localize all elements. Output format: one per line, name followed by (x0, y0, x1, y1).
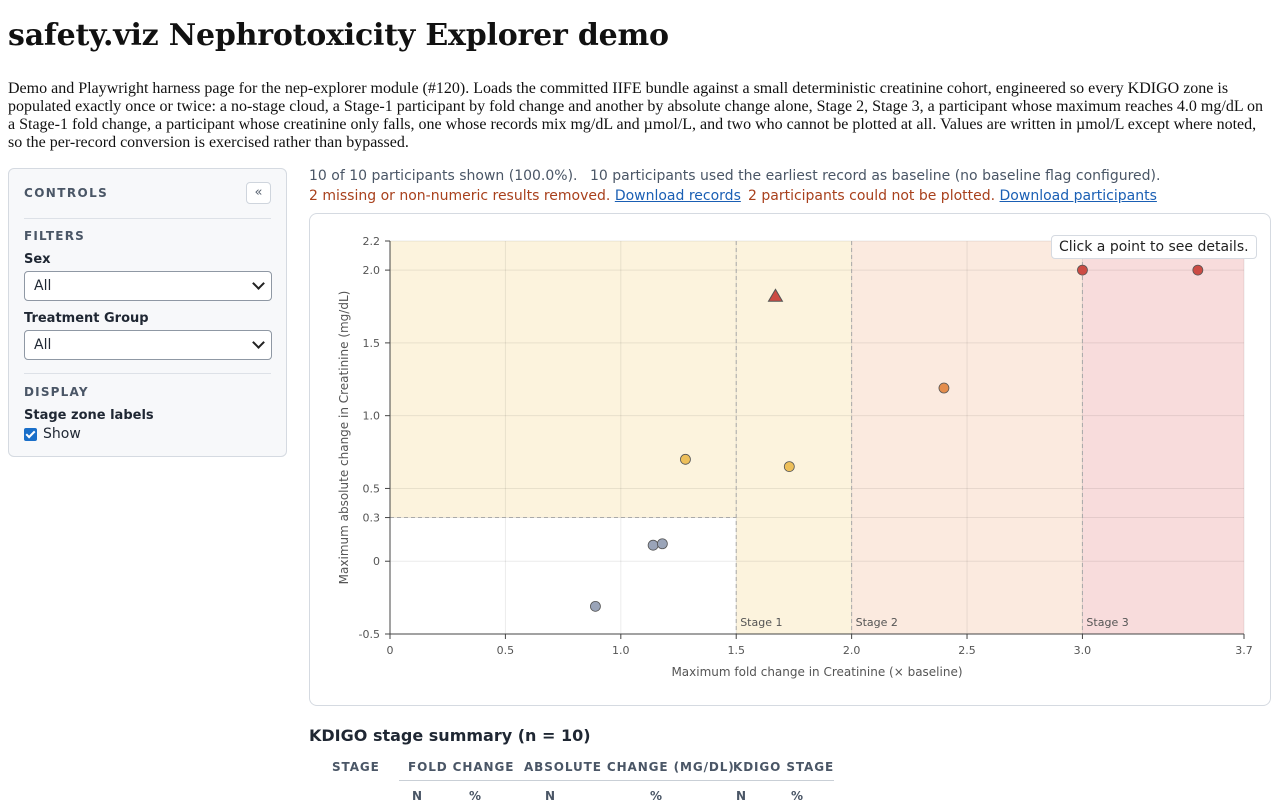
y-tick-label: 0.5 (363, 482, 381, 495)
divider (24, 218, 271, 219)
scatter-chart: 0 0.5 1.0 1.5 2.0 2.5 3.0 3.7 -0.5 0 0.3 0.5 1.0 1.5 2… (337, 235, 1253, 679)
display-heading: DISPLAY (24, 385, 89, 399)
y-tick-label: 2.2 (363, 235, 381, 248)
x-tick-label: 3.7 (1235, 644, 1253, 657)
stage-zone-label: Stage 3 (1086, 616, 1128, 629)
summary-subheader-n: N (736, 789, 747, 803)
x-axis-title: Maximum fold change in Creatinine (× bas… (671, 665, 962, 679)
download-records-link[interactable]: Download records (614, 188, 741, 204)
data-point[interactable] (647, 539, 659, 551)
controls-heading: CONTROLS (24, 186, 109, 200)
scatter-chart-card: 0 0.5 1.0 1.5 2.0 2.5 3.0 3.7 -0.5 0 0.3 0.5 1.0 1.5 2… (309, 213, 1271, 706)
data-point[interactable] (1192, 264, 1204, 276)
stage2-zone (851, 241, 1083, 634)
x-tick-label: 2.0 (843, 644, 861, 657)
summary-header-fold-change: FOLD CHANGE (408, 760, 515, 774)
y-tick-label: 2.0 (363, 264, 381, 277)
stage-zone-label: Stage 2 (856, 616, 898, 629)
stage1-zone-absolute (390, 241, 737, 518)
summary-header-rule (399, 780, 834, 781)
data-point[interactable] (1077, 264, 1088, 276)
stage-zone-label: Stage 1 (740, 616, 782, 629)
controls-panel: CONTROLS « FILTERS Sex All Treatment Gro… (8, 168, 287, 457)
records-removed-status: 2 missing or non-numeric results removed… (309, 188, 741, 204)
participants-shown-status: 10 of 10 participants shown (100.0%). (309, 168, 578, 184)
summary-subheader-pct: % (791, 789, 804, 803)
summary-subheader-n: N (545, 789, 556, 803)
x-tick-label: 1.5 (727, 644, 745, 657)
baseline-status: 10 participants used the earliest record… (590, 168, 1161, 184)
divider (24, 373, 271, 374)
data-point[interactable] (783, 461, 795, 473)
sex-select[interactable]: All (24, 271, 272, 301)
chevron-down-icon (252, 336, 265, 349)
y-axis-title: Maximum absolute change in Creatinine (m… (337, 291, 351, 585)
summary-title: KDIGO stage summary (n = 10) (309, 726, 591, 745)
show-zone-labels-checkbox[interactable] (24, 428, 37, 441)
intro-paragraph: Demo and Playwright harness page for the… (8, 80, 1263, 151)
data-point[interactable] (938, 382, 950, 394)
records-removed-text: 2 missing or non-numeric results removed… (309, 188, 611, 204)
data-point[interactable] (656, 538, 668, 550)
x-tick-label: 0.5 (497, 644, 515, 657)
sex-label: Sex (24, 252, 51, 267)
stage-zone-labels-label: Stage zone labels (24, 408, 154, 423)
x-tick-label: 3.0 (1074, 644, 1092, 657)
y-tick-label: 1.0 (363, 410, 381, 423)
collapse-sidebar-button[interactable]: « (246, 182, 271, 204)
y-tick-label: -0.5 (359, 628, 380, 641)
x-tick-label: 1.0 (612, 644, 630, 657)
not-plotted-text: 2 participants could not be plotted. (748, 188, 996, 204)
data-point[interactable] (767, 288, 784, 302)
chart-hint: Click a point to see details. (1051, 235, 1257, 259)
data-point[interactable] (680, 453, 691, 465)
summary-subheader-n: N (412, 789, 423, 803)
page-title: safety.viz Nephrotoxicity Explorer demo (8, 18, 669, 53)
not-plotted-status: 2 participants could not be plotted. Dow… (748, 188, 1157, 204)
summary-subheader-pct: % (469, 789, 482, 803)
summary-header-absolute-change: ABSOLUTE CHANGE (MG/DL) (524, 760, 735, 774)
chevron-down-icon (252, 277, 265, 290)
summary-subheader-pct: % (650, 789, 663, 803)
stage3-zone (1082, 241, 1244, 634)
data-point[interactable] (590, 600, 601, 612)
x-tick-label: 0 (387, 644, 394, 657)
treatment-group-select[interactable]: All (24, 330, 272, 360)
stage1-zone-fold (736, 241, 852, 634)
show-zone-labels-label[interactable]: Show (43, 426, 81, 442)
download-participants-link[interactable]: Download participants (999, 188, 1157, 204)
treatment-group-select-value: All (34, 337, 52, 353)
y-tick-label: 1.5 (363, 337, 381, 350)
x-tick-label: 2.5 (958, 644, 976, 657)
treatment-group-label: Treatment Group (24, 311, 149, 326)
summary-header-stage: STAGE (332, 760, 380, 774)
summary-header-kdigo-stage: KDIGO STAGE (733, 760, 835, 774)
y-tick-label: 0.3 (363, 512, 381, 525)
y-tick-label: 0 (373, 555, 380, 568)
filters-heading: FILTERS (24, 229, 85, 243)
sex-select-value: All (34, 278, 52, 294)
